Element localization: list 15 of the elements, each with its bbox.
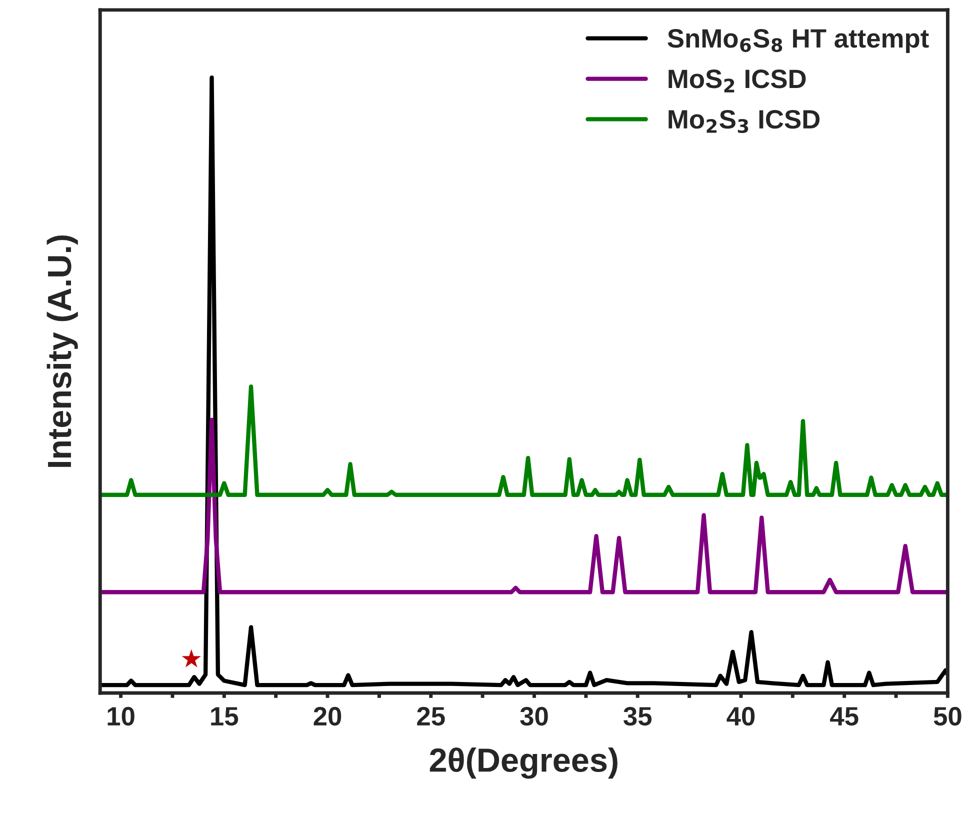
x-tick-label: 50 bbox=[934, 706, 962, 726]
x-tick-label: 45 bbox=[830, 707, 858, 726]
x-tick-label: 25 bbox=[417, 706, 445, 726]
x-tick-label: 30 bbox=[520, 706, 548, 726]
y-axis-title: Intensity (A.U.) bbox=[46, 236, 78, 467]
legend-label: Mo$_{2}$S$_{3}$ ICSD bbox=[668, 110, 820, 134]
x-tick-label: 20 bbox=[314, 706, 342, 726]
x-tick-label: 35 bbox=[624, 706, 652, 726]
x-tick-label: 15 bbox=[211, 707, 238, 726]
annotation: ★ bbox=[182, 649, 201, 668]
x-axis-title: 2θ(Degrees) bbox=[430, 747, 618, 779]
x-tick-label: 40 bbox=[726, 706, 755, 726]
legend-label: SnMo$_{6}$S$_{8}$ HT attempt bbox=[668, 29, 929, 53]
legend-label: MoS$_{2}$ ICSD bbox=[668, 70, 806, 92]
x-tick-label: 10 bbox=[108, 706, 134, 726]
